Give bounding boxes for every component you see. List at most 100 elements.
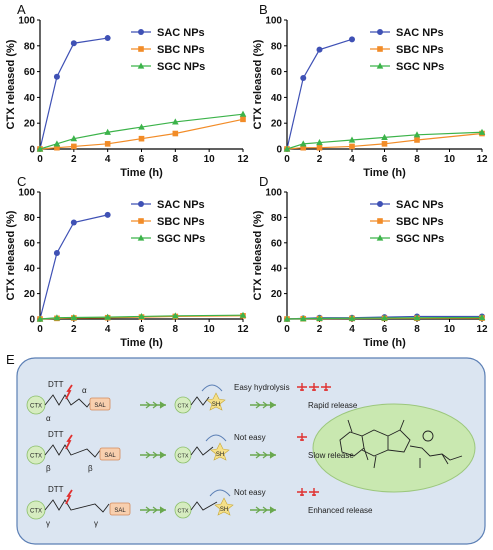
arrow-feather [262,401,268,409]
x-tick-label: 0 [37,154,43,165]
x-tick-label: 10 [204,154,216,165]
data-point [349,36,355,43]
data-point [53,73,60,80]
data-point [381,133,388,140]
data-point [414,137,420,143]
data-point [54,144,60,151]
legend-marker [138,29,144,35]
ctx-label: CTX [178,454,189,460]
linker-bonds [44,444,102,458]
data-point [104,141,111,147]
arrow-feather [262,506,268,514]
x-tick-label: 12 [237,154,249,165]
scheme-row-1: CTX DTT α α SAL CTX SH Easy hydrolysis Rapid rel… [26,380,358,423]
y-tick-label: 40 [24,264,36,275]
release-label: Rapid release [308,401,358,410]
outcome-label: Not easy [234,488,266,497]
intermediate-bonds [190,446,214,456]
legend-marker [138,46,144,52]
legend-marker [138,218,144,224]
thiol-burst [206,392,226,411]
x-tick-label: 2 [317,324,323,335]
legend-label: SAC NPs [157,27,205,39]
series-sac-nps [37,35,111,152]
legend-label: SBC NPs [396,216,444,228]
y-axis-label: CTX released (%) [5,210,17,300]
cleavage-mark [65,384,73,400]
arrow-feather [145,401,151,409]
y-tick-label: 100 [265,16,282,27]
legend-label: SAC NPs [157,199,205,211]
data-point [36,315,44,322]
x-axis-label: Time (h) [120,167,163,179]
series-line [39,113,244,150]
ctx-label: CTX [178,404,189,410]
legend: SAC NPs SBC NPs SGC NPs [370,199,444,245]
legend-label: SBC NPs [157,44,205,56]
thiol-label: SH [216,452,224,458]
x-tick-label: 6 [139,154,145,165]
drug-bubble [312,403,476,493]
data-point [70,135,78,142]
y-tick-label: 60 [24,67,36,78]
greek-label-right: γ [94,519,98,528]
x-tick-label: 0 [284,324,290,335]
y-tick-label: 40 [271,93,283,104]
cleavage-mark [65,489,73,505]
x-tick-label: 2 [71,154,77,165]
data-point [349,143,355,150]
data-point [316,144,323,151]
series-sgc-nps [36,110,247,152]
greek-label-left: α [46,414,51,423]
legend-label: SGC NPs [396,233,444,245]
thiol-label: SH [212,402,220,408]
series-line [39,214,108,320]
arrow-feather [255,451,261,459]
data-point [348,136,356,143]
series-line [39,37,108,150]
data-point [316,314,323,321]
thiol-label: SH [220,507,228,513]
arrow-feather [159,451,165,459]
sal-label: SAL [114,508,126,514]
greek-label-left: β [46,464,51,473]
series-sgc-nps [36,311,247,322]
legend: SAC NPs SBC NPs SGC NPs [131,199,205,245]
series-sgc-nps [283,128,486,152]
series-sac-nps [37,211,111,322]
data-point [138,123,145,130]
data-point [239,110,247,117]
legend-marker [377,29,383,35]
x-tick-label: 2 [71,324,77,335]
drug-structure [312,403,476,493]
sal-label: SAL [104,453,116,459]
data-point [172,130,179,137]
y-tick-label: 0 [276,315,282,326]
legend: SAC NPs SBC NPs SGC NPs [131,27,205,73]
x-tick-label: 4 [105,154,111,165]
y-tick-label: 80 [24,41,36,52]
y-tick-label: 0 [276,145,282,156]
x-tick-label: 10 [444,154,456,165]
y-tick-label: 40 [24,93,36,104]
arrow-feather [255,506,261,514]
scheme-row-3: CTX DTT γ γ SAL CTX SH Not easy Enhanced release [26,485,373,528]
arrow-feather [145,451,151,459]
legend-label: SGC NPs [157,61,205,73]
data-point [172,312,179,319]
y-tick-label: 20 [24,289,36,300]
legend-label: SAC NPs [396,27,444,39]
y-axis-label: CTX released (%) [5,39,17,129]
drug-substituent-bonds [347,419,449,469]
data-point [138,312,145,320]
chart-b: B 0 2 4 6 8 10 12 0 20 40 60 80 100 Time (h) CTX releas… [252,2,488,179]
y-tick-label: 80 [24,213,36,224]
release-icon [297,383,307,391]
y-tick-label: 20 [271,289,283,300]
data-point [478,313,486,321]
y-tick-label: 20 [24,119,36,130]
legend-marker [138,201,144,207]
legend-marker [137,234,145,241]
reagent-label: DTT [48,430,64,439]
